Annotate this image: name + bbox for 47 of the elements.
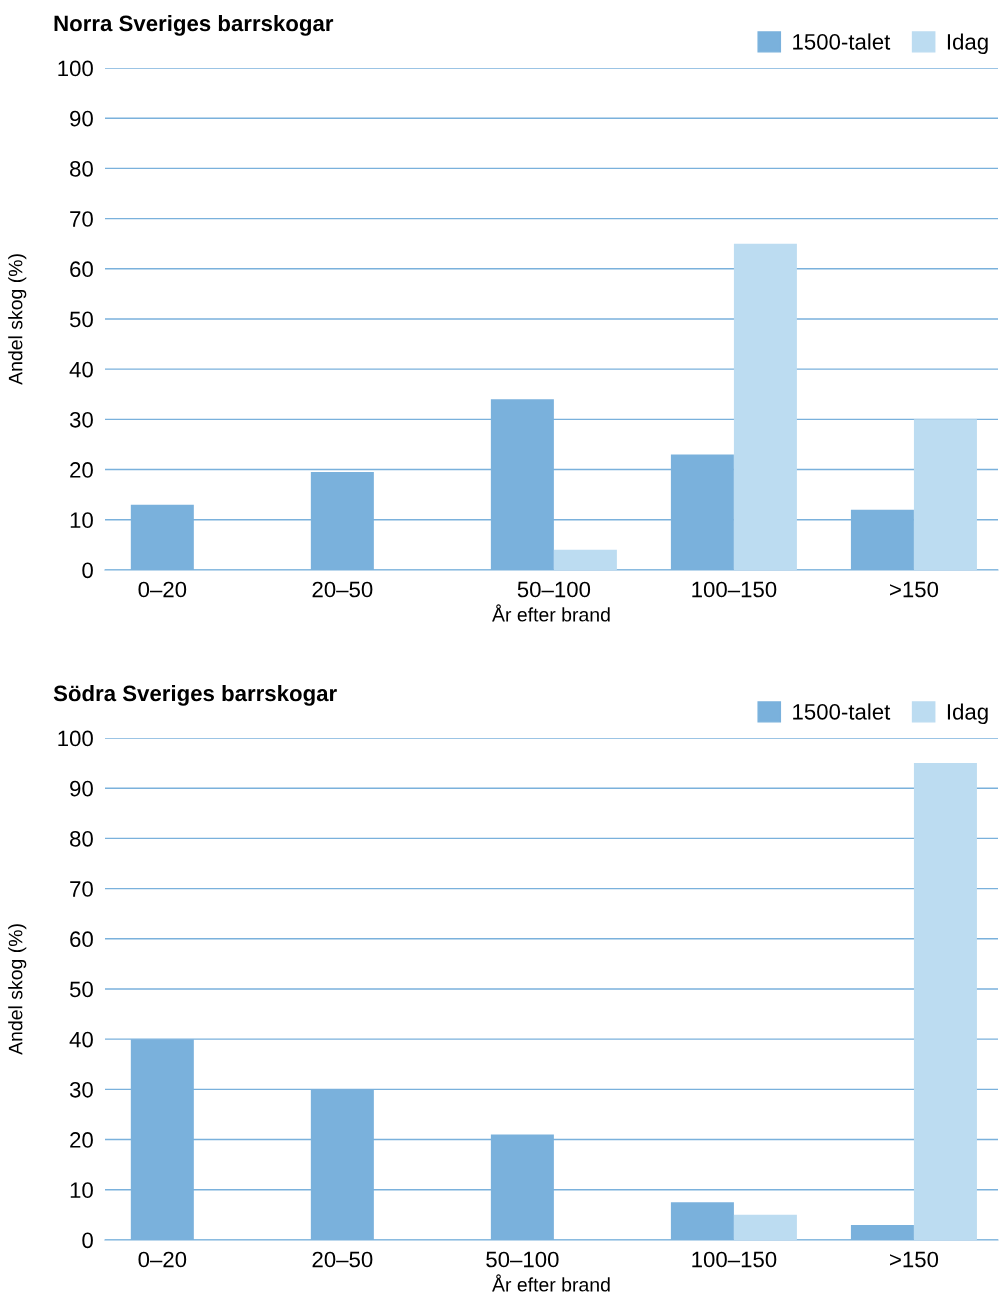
- y-tick-label: 50: [69, 981, 93, 998]
- bar: [913, 763, 977, 1240]
- x-axis-title: År efter brand: [492, 604, 610, 622]
- x-tick-label: 20–50: [312, 581, 373, 598]
- y-tick-label: 40: [69, 361, 93, 378]
- x-tick-label: 100–150: [692, 581, 777, 598]
- x-tick-label: 20–50: [312, 1251, 373, 1268]
- chart-title: Norra Sveriges barrskogar: [54, 14, 334, 36]
- legend-label: Idag: [947, 33, 988, 55]
- x-tick-label: 50–100: [517, 581, 591, 598]
- x-tick-label: 0–20: [138, 1251, 187, 1268]
- y-tick-label: 30: [69, 1081, 93, 1098]
- y-tick-label: 0: [82, 1232, 93, 1249]
- y-tick-label: 50: [69, 311, 93, 328]
- legend-label: 1500-talet: [793, 33, 891, 50]
- x-axis-title: År efter brand: [492, 1274, 610, 1292]
- y-tick-label: 20: [70, 1132, 93, 1148]
- bar: [553, 549, 617, 570]
- y-tick-label: 60: [70, 931, 93, 948]
- x-tick-label: 0–20: [138, 581, 187, 598]
- y-tick-label: 80: [70, 830, 93, 847]
- y-tick-label: 90: [70, 110, 93, 127]
- y-tick-label: 40: [69, 1031, 93, 1048]
- x-tick-label: 50–100: [486, 1251, 559, 1268]
- x-tick-label: >150: [890, 1251, 939, 1268]
- y-tick-label: 30: [69, 411, 93, 428]
- bar: [733, 1214, 797, 1240]
- legend-label: 1500-talet: [793, 703, 891, 720]
- y-tick-label: 20: [70, 462, 93, 478]
- y-tick-label: 60: [70, 261, 93, 278]
- y-axis-title: Andel skog (%): [8, 924, 27, 1055]
- y-tick-label: 80: [70, 160, 93, 177]
- y-tick-label: 90: [70, 780, 93, 797]
- x-tick-label: >150: [890, 581, 939, 598]
- chart-title: Södra Sveriges barrskogar: [53, 684, 337, 706]
- y-tick-label: 0: [82, 562, 93, 579]
- y-tick-label: 100: [58, 730, 93, 747]
- y-tick-label: 10: [70, 512, 93, 529]
- bar: [913, 419, 977, 570]
- legend-label: Idag: [947, 703, 988, 725]
- y-tick-label: 70: [70, 881, 93, 897]
- bar: [733, 243, 797, 570]
- y-tick-label: 10: [70, 1182, 93, 1199]
- y-tick-label: 100: [58, 60, 93, 77]
- x-tick-label: 100–150: [692, 1251, 777, 1268]
- y-axis-title: Andel skog (%): [8, 254, 27, 385]
- y-tick-label: 70: [70, 211, 93, 227]
